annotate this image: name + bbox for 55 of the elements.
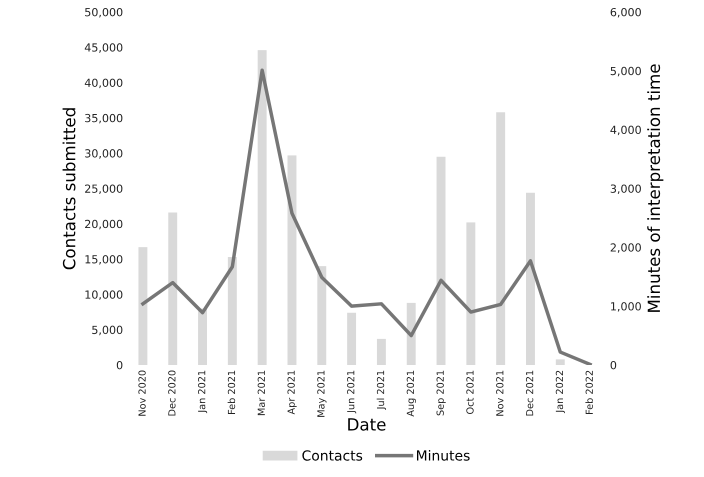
bar (436, 156, 446, 365)
x-tick-label: Nov 2021 (496, 370, 504, 416)
bar (406, 302, 416, 365)
bar (466, 222, 476, 365)
y-tick-label: 25,000 (85, 184, 122, 194)
x-tick-label: Dec 2021 (526, 370, 534, 416)
x-tick-label: Feb 2022 (585, 370, 593, 414)
x-axis-title: Date (348, 418, 386, 431)
bar (526, 192, 535, 365)
y2-axis-title: Minutes of interpretation time (647, 64, 664, 312)
y2-tick-label: 4,000 (610, 126, 641, 136)
x-tick-label: Dec 2020 (168, 370, 176, 416)
x-tick-label: Aug 2021 (406, 370, 416, 417)
y-tick-label: 20,000 (85, 220, 122, 230)
bar (258, 50, 267, 365)
bar (138, 247, 148, 365)
x-tick-label: Oct 2021 (466, 370, 474, 414)
y2-tick-label: 5,000 (610, 66, 641, 76)
x-tick-label: Jun 2021 (347, 370, 356, 414)
y-tick-label: 35,000 (85, 114, 122, 124)
x-tick-label: May 2021 (317, 370, 326, 417)
y2-tick-label: 0 (610, 360, 616, 370)
bar (556, 359, 565, 365)
y-tick-label: 0 (116, 360, 122, 370)
legend-label: Contacts (302, 450, 362, 461)
line-series (141, 68, 592, 365)
x-tick-label: Nov 2020 (138, 370, 146, 416)
y-axis-title: Contacts submitted (62, 108, 76, 270)
x-tick-label: Feb 2021 (228, 370, 236, 414)
bar (496, 112, 506, 365)
x-tick-label: Jul 2021 (376, 370, 386, 410)
x-tick-label: Jan 2021 (198, 370, 208, 414)
y2-tick-label: 6,000 (610, 8, 641, 18)
bar (287, 155, 296, 365)
x-tick-label: Sep 2021 (436, 370, 446, 416)
y2-tick-label: 2,000 (610, 243, 641, 253)
y-tick-label: 5,000 (92, 326, 122, 336)
x-tick-label: Apr 2021 (287, 370, 297, 414)
y-tick-label: 10,000 (85, 290, 122, 300)
y2-tick-label: 3,000 (610, 184, 641, 194)
y-tick-label: 30,000 (85, 149, 122, 159)
x-tick-label: Jan 2022 (556, 370, 565, 414)
x-tick-label: Mar 2021 (258, 370, 265, 416)
legend-label: Minutes (416, 450, 470, 461)
bar (228, 256, 237, 365)
y-tick-label: 50,000 (85, 8, 122, 18)
bar (198, 308, 208, 365)
bar (168, 212, 178, 365)
bar (317, 266, 326, 365)
y2-tick-label: 1,000 (611, 302, 641, 312)
y-tick-label: 15,000 (85, 255, 122, 265)
y-tick-label: 40,000 (84, 78, 122, 88)
y-tick-label: 45,000 (84, 43, 122, 53)
bar (347, 312, 356, 365)
bar (376, 338, 386, 365)
